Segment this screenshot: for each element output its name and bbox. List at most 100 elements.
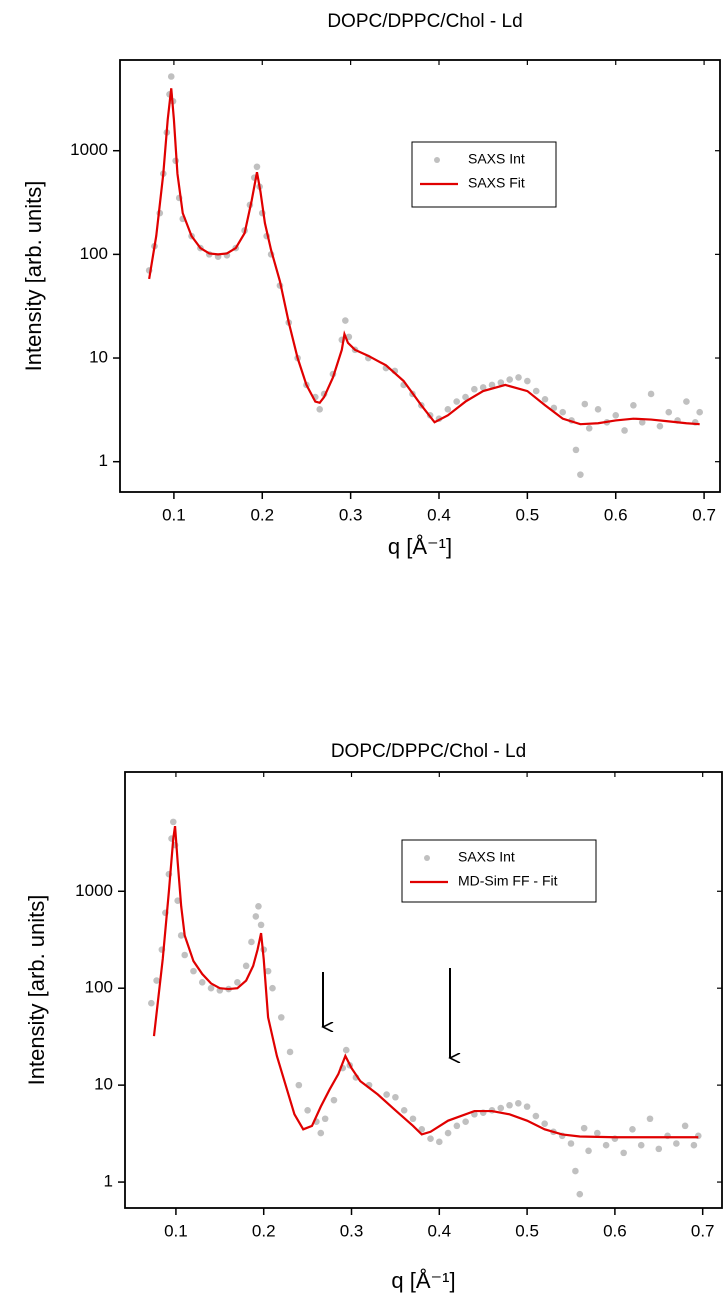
data-point — [524, 377, 531, 385]
data-point — [681, 1122, 689, 1130]
y-tick-label: 1 — [104, 1172, 113, 1191]
data-point — [655, 1145, 663, 1153]
data-point — [581, 400, 589, 408]
data-point — [532, 1112, 540, 1120]
x-tick-label: 0.1 — [164, 1221, 188, 1240]
x-tick-label: 0.7 — [691, 1221, 715, 1240]
x-tick-label: 0.1 — [162, 505, 186, 524]
data-point — [181, 951, 188, 959]
y-axis-label: Intensity [arb. units] — [21, 181, 46, 372]
data-point — [532, 387, 540, 395]
x-tick-label: 0.5 — [516, 505, 540, 524]
data-point — [541, 395, 549, 403]
data-point — [594, 1129, 601, 1137]
data-point — [253, 163, 261, 171]
data-point — [690, 1141, 698, 1149]
x-axis-label: q [Å⁻¹] — [391, 1268, 455, 1293]
legend-box — [401, 839, 597, 903]
legend-marker — [434, 157, 440, 163]
data-point — [436, 1138, 443, 1146]
data-point — [277, 1014, 285, 1021]
data-point — [321, 1115, 329, 1123]
data-point — [673, 1140, 680, 1147]
data-point — [506, 376, 513, 383]
legend-label: SAXS Int — [468, 151, 525, 167]
data-point — [541, 1120, 548, 1128]
data-point — [383, 1091, 390, 1098]
data-point — [330, 1096, 338, 1104]
data-point — [198, 979, 206, 986]
data-point — [462, 1118, 469, 1125]
data-point — [286, 1048, 294, 1056]
data-point — [585, 424, 593, 432]
data-point — [234, 979, 241, 986]
data-point — [257, 921, 265, 929]
data-point — [342, 1046, 350, 1054]
data-point — [637, 1141, 645, 1149]
data-point — [523, 1103, 531, 1110]
y-tick-label: 1000 — [70, 140, 108, 159]
data-point — [594, 406, 602, 413]
data-point — [577, 471, 584, 478]
data-point — [252, 913, 260, 920]
data-point — [585, 1147, 592, 1155]
data-point — [242, 962, 250, 970]
fit-line — [148, 88, 700, 426]
y-axis-label: Intensity [arb. units] — [24, 895, 49, 1086]
data-point — [269, 984, 276, 992]
data-point — [515, 1099, 522, 1107]
fit-line — [152, 825, 699, 1139]
data-point — [174, 897, 181, 904]
x-tick-label: 0.4 — [427, 1221, 451, 1240]
data-point — [177, 932, 185, 939]
data-point — [462, 393, 469, 401]
legend-label: MD-Sim FF - Fit — [458, 873, 558, 889]
data-point — [647, 390, 655, 398]
data-point — [620, 1149, 627, 1157]
data-point — [638, 418, 646, 426]
data-point — [444, 406, 452, 413]
data-point — [621, 427, 628, 434]
plot-area — [145, 73, 703, 478]
x-tick-label: 0.6 — [603, 1221, 627, 1240]
data-point — [630, 401, 637, 409]
data-point — [567, 1140, 575, 1147]
x-tick-label: 0.6 — [604, 505, 628, 524]
data-point — [392, 1093, 399, 1101]
data-point — [316, 406, 324, 413]
data-point — [190, 967, 197, 975]
data-point — [304, 1106, 311, 1114]
legend-marker — [424, 855, 430, 861]
x-axis-label: q [Å⁻¹] — [388, 534, 452, 559]
data-point — [444, 1129, 452, 1137]
data-point — [418, 1126, 426, 1133]
data-point — [612, 412, 620, 419]
plot-frame — [124, 771, 723, 1209]
data-point — [602, 1141, 610, 1149]
y-tick-label: 100 — [80, 244, 108, 263]
data-point — [409, 1115, 417, 1123]
x-tick-label: 0.3 — [340, 1221, 364, 1240]
data-point — [148, 999, 155, 1007]
data-point — [317, 1129, 325, 1137]
data-point — [515, 374, 522, 381]
data-point — [471, 385, 478, 393]
data-point — [453, 1122, 461, 1130]
legend-label: SAXS Int — [458, 849, 515, 865]
data-point — [665, 408, 673, 416]
data-point — [572, 446, 580, 454]
data-point — [629, 1126, 636, 1133]
x-tick-label: 0.7 — [692, 505, 716, 524]
y-tick-label: 1 — [99, 451, 108, 470]
plot-area — [148, 818, 702, 1198]
data-point — [167, 73, 175, 80]
data-point — [479, 384, 487, 391]
plot-frame — [119, 59, 721, 493]
data-point — [488, 381, 496, 389]
y-tick-label: 1000 — [75, 881, 113, 900]
x-tick-label: 0.3 — [339, 505, 363, 524]
data-point — [295, 1081, 303, 1089]
data-point — [572, 1167, 579, 1175]
